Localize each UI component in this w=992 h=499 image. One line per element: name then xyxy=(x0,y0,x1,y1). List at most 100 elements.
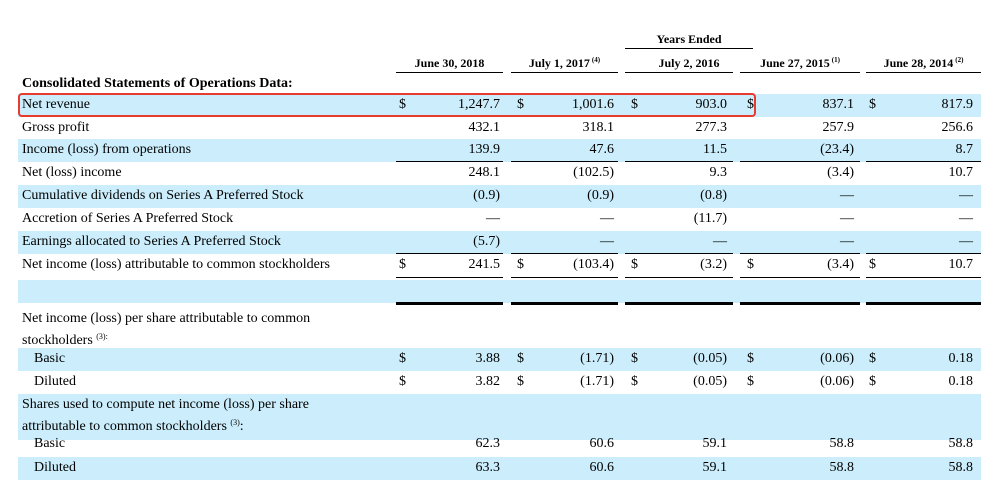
value-cell: 0.18 xyxy=(948,351,974,366)
value-cell: 1,001.6 xyxy=(572,97,614,112)
row-label: Net income (loss) attributable to common… xyxy=(22,257,330,272)
value-cell: 9.3 xyxy=(709,165,728,180)
table-rule xyxy=(866,277,981,278)
table-rule xyxy=(625,161,733,162)
value-cell: — xyxy=(959,188,973,203)
value-cell: (3.4) xyxy=(827,165,854,180)
table-row: Income (loss) from operations 139.9 47.6 11… xyxy=(18,139,981,162)
table-rule xyxy=(396,277,503,278)
value-cell: 3.88 xyxy=(475,351,501,366)
row-label: Income (loss) from operations xyxy=(22,142,192,157)
value-cell: 58.8 xyxy=(829,436,855,451)
row-label: Accretion of Series A Preferred Stock xyxy=(22,211,234,226)
value-cell: 11.5 xyxy=(703,142,727,157)
table-rule xyxy=(511,253,618,254)
value-cell: — xyxy=(840,234,854,249)
table-rule xyxy=(740,161,860,162)
row-label: Cumulative dividends on Series A Preferr… xyxy=(22,188,304,203)
value-cell: 10.7 xyxy=(948,165,974,180)
dollar-sign: $ xyxy=(631,257,638,272)
dollar-sign: $ xyxy=(631,374,638,389)
table-rule xyxy=(396,161,503,162)
value-cell: 58.8 xyxy=(948,460,974,475)
row-label: Earnings allocated to Series A Preferred… xyxy=(22,234,281,249)
years-ended-heading: Years Ended xyxy=(656,32,722,46)
value-cell: 0.18 xyxy=(948,374,974,389)
value-cell: 59.1 xyxy=(702,436,728,451)
net-revenue-highlight xyxy=(18,93,756,117)
table-rule xyxy=(511,302,618,305)
value-cell: (1.71) xyxy=(580,374,614,389)
dollar-sign: $ xyxy=(747,374,754,389)
table-rule xyxy=(866,161,981,162)
column-header-rule xyxy=(511,72,618,73)
table-rule xyxy=(866,302,981,305)
shares-heading: Shares used to compute net income (loss)… xyxy=(22,397,309,434)
column-header-2014: June 28, 2014 (2) xyxy=(883,56,964,70)
table-row: Accretion of Series A Preferred Stock — — (… xyxy=(18,208,981,231)
value-cell: (0.06) xyxy=(820,351,854,366)
value-cell: 10.7 xyxy=(948,257,974,272)
value-cell: (0.06) xyxy=(820,374,854,389)
table-rule xyxy=(740,277,860,278)
dollar-sign: $ xyxy=(631,351,638,366)
value-cell: 60.6 xyxy=(589,460,615,475)
table-row: Net (loss) income 248.1 (102.5) 9.3 (3.4) 10.… xyxy=(18,162,981,185)
value-cell: 318.1 xyxy=(582,120,615,135)
column-header-rule xyxy=(625,72,733,73)
value-cell: 60.6 xyxy=(589,436,615,451)
column-header-2015: June 27, 2015 (1) xyxy=(760,56,840,70)
value-cell: (3.4) xyxy=(827,257,854,272)
dollar-sign: $ xyxy=(517,351,524,366)
dollar-sign: $ xyxy=(631,97,638,112)
table-row xyxy=(18,280,981,303)
column-header-rule xyxy=(396,72,503,73)
value-cell: 432.1 xyxy=(468,120,501,135)
value-cell: (0.9) xyxy=(473,188,500,203)
table-row: Cumulative dividends on Series A Preferr… xyxy=(18,185,981,208)
value-cell: 58.8 xyxy=(948,436,974,451)
dollar-sign: $ xyxy=(399,374,406,389)
dollar-sign: $ xyxy=(747,97,754,112)
table-row: Earnings allocated to Series A Preferred… xyxy=(18,231,981,254)
row-label: Basic xyxy=(34,351,66,366)
row-label: Diluted xyxy=(34,374,76,389)
dollar-sign: $ xyxy=(869,97,876,112)
table-row: Basic $3.88 $ (1.71) $ (0.05) $ (0.06) $0.18 xyxy=(18,348,981,371)
table-rule xyxy=(396,253,503,254)
row-label: Basic xyxy=(34,436,66,451)
value-cell: (5.7) xyxy=(473,234,500,249)
table-row: Basic 62.3 60.6 59.1 58.8 58.8 xyxy=(18,433,981,456)
table-rule xyxy=(740,302,860,305)
value-cell: — xyxy=(486,211,500,226)
value-cell: 63.3 xyxy=(475,460,501,475)
value-cell: 241.5 xyxy=(468,257,501,272)
dollar-sign: $ xyxy=(869,351,876,366)
value-cell: 59.1 xyxy=(702,460,728,475)
table-row: Diluted $3.82 $ (1.71) $ (0.05) $ (0.06) $0.18 xyxy=(18,371,981,394)
value-cell: (103.4) xyxy=(573,257,614,272)
table-rule xyxy=(866,253,981,254)
table-rule xyxy=(396,302,503,305)
table-rule xyxy=(625,277,733,278)
value-cell: 58.8 xyxy=(829,460,855,475)
row-label: Diluted xyxy=(34,460,76,475)
section-title: Consolidated Statements of Operations Da… xyxy=(22,76,293,91)
table-rule xyxy=(511,277,618,278)
table-rule xyxy=(625,253,733,254)
value-cell: (0.9) xyxy=(587,188,614,203)
dollar-sign: $ xyxy=(869,257,876,272)
value-cell: 903.0 xyxy=(695,97,728,112)
table-rule xyxy=(740,253,860,254)
column-header-rule xyxy=(740,72,860,73)
table-row xyxy=(18,394,981,417)
dollar-sign: $ xyxy=(399,97,406,112)
table-row xyxy=(18,417,981,440)
years-ended-rule xyxy=(625,48,753,49)
value-cell: (1.71) xyxy=(580,351,614,366)
row-label: Net (loss) income xyxy=(22,165,122,180)
row-label: Net revenue xyxy=(22,97,91,112)
column-header-rule xyxy=(866,72,981,73)
dollar-sign: $ xyxy=(399,257,406,272)
eps-heading: Net income (loss) per share attributable… xyxy=(22,311,311,348)
